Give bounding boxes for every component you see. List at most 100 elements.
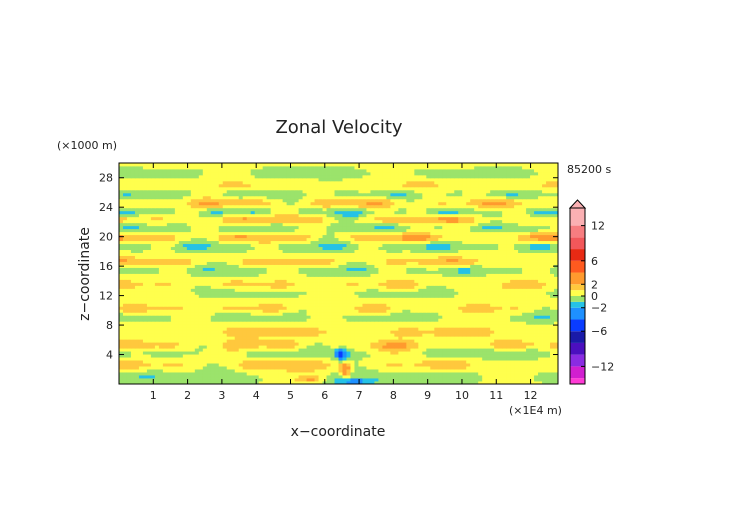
heatmap-cell [418, 378, 423, 382]
heatmap-cell [522, 267, 527, 271]
heatmap-cell [354, 324, 359, 328]
heatmap-cell [146, 336, 152, 340]
heatmap-cell [306, 279, 311, 283]
heatmap-cell [442, 339, 447, 343]
heatmap-cell [226, 255, 232, 259]
heatmap-cell [390, 330, 395, 334]
heatmap-cell [398, 372, 403, 376]
heatmap-cell [286, 255, 292, 259]
heatmap-cell [518, 348, 523, 352]
heatmap-cell [414, 363, 419, 367]
heatmap-cell [462, 258, 467, 262]
heatmap-cell [166, 360, 172, 364]
heatmap-cell [198, 273, 204, 277]
heatmap-cell [514, 264, 519, 268]
heatmap-cell [390, 318, 395, 322]
heatmap-cell [498, 258, 503, 262]
heatmap-cell [254, 258, 260, 262]
heatmap-cell [138, 276, 144, 280]
heatmap-cell [330, 339, 335, 343]
heatmap-cell [546, 312, 551, 316]
heatmap-cell [414, 273, 419, 277]
heatmap-cell [186, 375, 192, 379]
heatmap-cell [270, 345, 276, 349]
heatmap-cell [370, 369, 375, 373]
heatmap-cell [430, 357, 435, 361]
heatmap-cell [438, 354, 443, 358]
heatmap-cell [390, 288, 395, 292]
heatmap-cell [546, 309, 551, 313]
heatmap-cell [178, 360, 184, 364]
heatmap-cell [210, 375, 216, 379]
heatmap-cell [270, 378, 276, 382]
heatmap-cell [542, 378, 547, 382]
heatmap-cell [170, 249, 176, 253]
heatmap-cell [126, 294, 132, 298]
heatmap-cell [390, 378, 395, 382]
heatmap-cell [154, 339, 160, 343]
heatmap-cell [526, 303, 531, 307]
heatmap-cell [282, 342, 288, 346]
heatmap-cell [530, 342, 535, 346]
heatmap-cell [438, 363, 443, 367]
heatmap-cell [270, 321, 276, 325]
heatmap-cell [394, 327, 399, 331]
heatmap-cell [546, 369, 551, 373]
heatmap-cell [358, 261, 363, 265]
heatmap-cell [314, 294, 319, 298]
heatmap-cell [146, 285, 152, 289]
heatmap-cell [202, 267, 208, 271]
heatmap-cell [554, 312, 559, 316]
heatmap-cell [206, 354, 212, 358]
heatmap-cell [386, 285, 391, 289]
heatmap-cell [238, 315, 244, 319]
heatmap-cell [338, 249, 343, 253]
heatmap-cell [154, 306, 160, 310]
heatmap-cell [550, 303, 555, 307]
heatmap-cell [238, 288, 244, 292]
heatmap-cell [342, 324, 347, 328]
heatmap-cell [262, 363, 268, 367]
heatmap-cell [506, 306, 511, 310]
heatmap-cell [182, 345, 188, 349]
heatmap-cell [466, 339, 471, 343]
heatmap-cell [262, 264, 268, 268]
heatmap-cell [182, 285, 188, 289]
heatmap-cell [334, 267, 339, 271]
heatmap-cell [254, 324, 260, 328]
heatmap-cell [286, 273, 292, 277]
heatmap-cell [362, 252, 367, 256]
heatmap-cell [430, 264, 435, 268]
heatmap-cell [534, 366, 539, 370]
heatmap-cell [434, 366, 439, 370]
heatmap-cell [530, 369, 535, 373]
heatmap-cell [498, 357, 503, 361]
heatmap-cell [246, 249, 252, 253]
heatmap-cell [262, 357, 268, 361]
heatmap-cell [270, 333, 276, 337]
heatmap-cell [306, 336, 311, 340]
heatmap-cell [234, 249, 240, 253]
heatmap-cell [134, 351, 140, 355]
heatmap-cell [478, 291, 483, 295]
heatmap-cell [306, 261, 311, 265]
heatmap-cell [498, 339, 503, 343]
heatmap-cell [262, 249, 268, 253]
heatmap-cell [354, 300, 359, 304]
heatmap-cell [442, 279, 447, 283]
heatmap-cell [346, 366, 351, 370]
heatmap-cell [434, 249, 439, 253]
heatmap-cell [358, 294, 363, 298]
heatmap-cell [178, 252, 184, 256]
heatmap-cell [538, 297, 543, 301]
heatmap-cell [150, 309, 156, 313]
heatmap-cell [366, 378, 371, 382]
heatmap-cell [238, 357, 244, 361]
heatmap-cell [434, 306, 439, 310]
heatmap-cell [370, 270, 375, 274]
heatmap-cell [178, 258, 184, 262]
heatmap-cell [330, 255, 335, 259]
heatmap-cell [286, 324, 292, 328]
heatmap-cell [414, 276, 419, 280]
heatmap-cell [374, 363, 379, 367]
